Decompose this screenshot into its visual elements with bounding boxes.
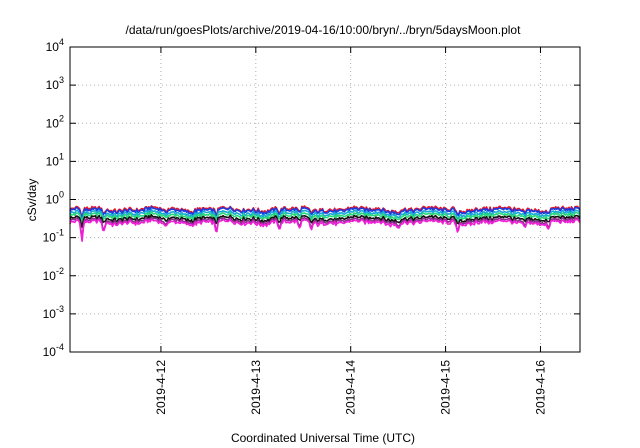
y-tick-label: 102 [46, 113, 64, 130]
x-tick-label: 2019-4-15 [439, 360, 453, 415]
y-axis: 10-4 10-3 10-2 10-1 100 101 102 103 104 [43, 37, 580, 359]
x-tick-label: 2019-4-14 [344, 360, 358, 415]
y-tick-label: 103 [46, 75, 64, 92]
series-group [69, 205, 581, 242]
y-tick-label: 10-3 [43, 304, 64, 321]
y-tick-label: 100 [46, 190, 64, 207]
x-axis-label: Coordinated Universal Time (UTC) [231, 431, 415, 445]
y-axis-label: cSv/day [25, 179, 39, 222]
x-tick-label: 2019-4-12 [154, 360, 168, 415]
y-tick-label: 10-2 [43, 266, 64, 283]
series-line [69, 210, 581, 225]
series-line [69, 218, 581, 242]
chart-title: /data/run/goesPlots/archive/2019-04-16/1… [126, 23, 522, 37]
y-tick-label: 10-1 [43, 228, 64, 245]
series-line [69, 216, 581, 241]
y-tick-label: 104 [46, 37, 64, 54]
y-tick-label: 10-4 [43, 342, 64, 359]
series-line [69, 205, 581, 221]
grid-lines [70, 47, 580, 352]
series-line [69, 208, 581, 223]
x-axis: 2019-4-12 2019-4-13 2019-4-14 2019-4-15 2019… [154, 47, 547, 415]
x-tick-label: 2019-4-13 [249, 360, 263, 415]
series-line [69, 213, 581, 228]
y-tick-label: 101 [46, 151, 64, 168]
x-tick-label: 2019-4-16 [533, 360, 547, 415]
